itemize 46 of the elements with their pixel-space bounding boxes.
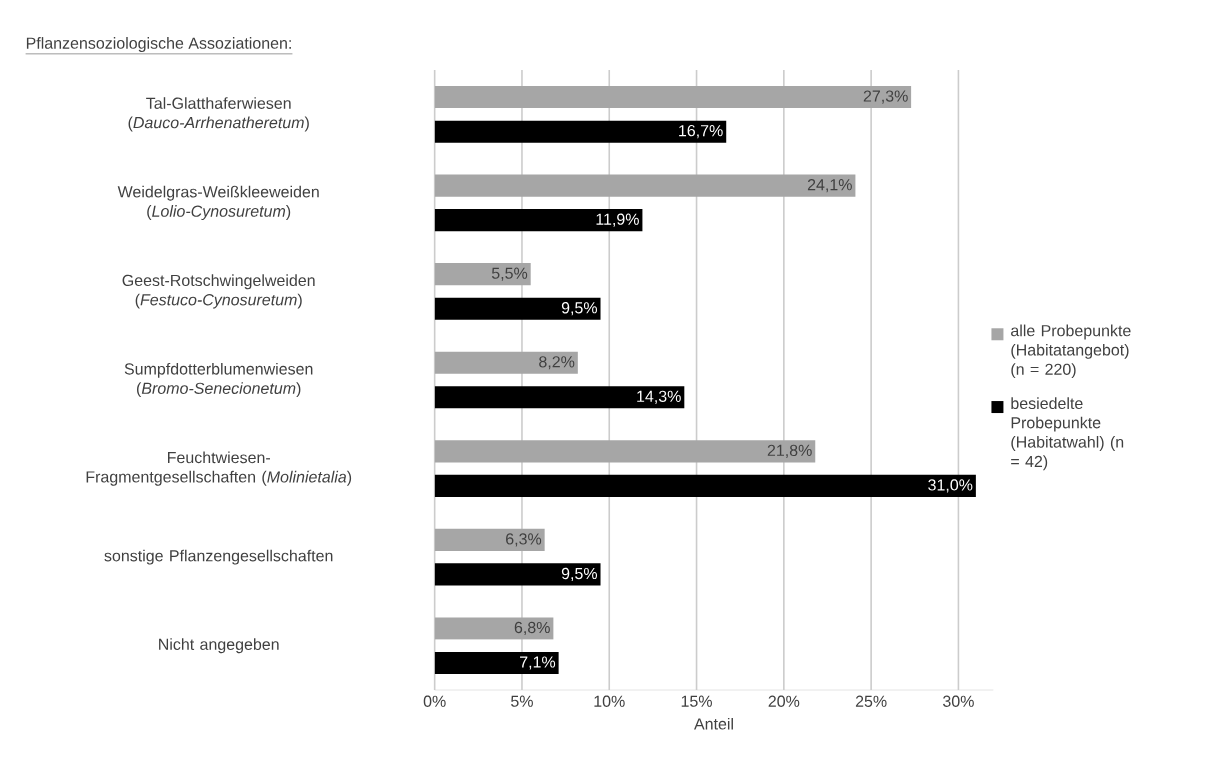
bar	[434, 563, 601, 586]
bar	[434, 617, 554, 640]
bar	[434, 474, 976, 497]
data-label: 6,3%	[506, 533, 542, 547]
bar	[434, 440, 816, 463]
x-tick-label: 20%	[768, 695, 800, 707]
data-label: 27,3%	[863, 90, 908, 104]
data-label: 8,2%	[539, 356, 575, 370]
data-label: 6,8%	[514, 621, 550, 636]
y-tick-label: Feuchtwiesen-Fragmentgesellschaften (Molinietalia)	[86, 451, 352, 486]
bar	[434, 85, 912, 109]
x-tick-label: 15%	[681, 695, 712, 707]
data-label: 7,1%	[520, 656, 556, 670]
data-label: 31,0%	[928, 479, 973, 493]
x-tick-label: 30%	[943, 695, 974, 707]
bar	[434, 209, 643, 232]
y-tick-label: Nicht angegeben	[159, 638, 279, 654]
bar	[434, 651, 559, 675]
data-label: 11,9%	[596, 213, 639, 227]
text: Pflanzensoziologische Assoziationen:	[26, 37, 291, 52]
bar	[434, 174, 856, 197]
data-label: 21,8%	[767, 444, 812, 458]
x-axis-title: Anteil	[694, 717, 733, 730]
x-tick-label: 10%	[594, 695, 625, 707]
x-tick-label: 25%	[855, 695, 887, 707]
data-label: 14,3%	[637, 390, 681, 404]
bar	[434, 386, 685, 409]
bar	[434, 351, 578, 374]
data-label: 9,5%	[561, 302, 598, 316]
y-tick-label: sonstige Pflanzengesellschaften	[104, 549, 333, 565]
bar	[434, 263, 531, 286]
x-tick-label: 0%	[423, 695, 446, 707]
y-tick-label: Sumpfdotterblumenwiesen (Bromo-Senecionetum)	[124, 362, 313, 398]
y-tick-label: Weidelgras-Weißkleeweiden (Lolio-Cynosuretum)	[117, 185, 319, 220]
legend-label: besiedelte Probepunkte (Habitatwahl) (n = 42)	[1011, 397, 1124, 471]
y-tick-label: Tal-Glatthaferwiesen (Dauco-Arrhenatheretum)	[128, 97, 309, 132]
bar	[434, 297, 601, 320]
y-tick-label: Geest-Rotschwingelweiden (Festuco-Cynosuretum)	[122, 274, 315, 309]
legend-label: alle Probepunkte (Habitatangebot) (n = 220)	[1011, 324, 1131, 379]
data-label: 9,5%	[561, 567, 598, 582]
data-label: 24,1%	[807, 178, 852, 193]
data-label: 16,7%	[679, 124, 723, 139]
bar	[434, 120, 727, 143]
bar	[434, 528, 545, 551]
data-label: 5,5%	[491, 267, 528, 281]
x-tick-label: 5%	[511, 695, 533, 707]
